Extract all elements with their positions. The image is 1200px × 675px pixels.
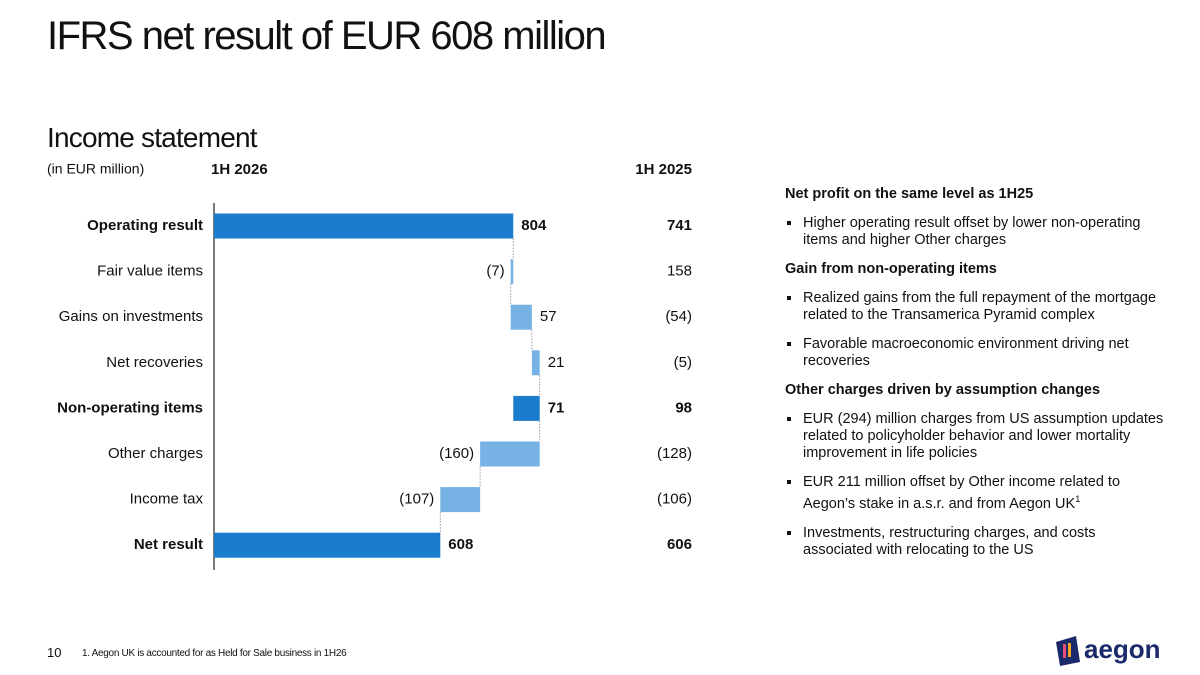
commentary: Net profit on the same level as 1H25 Hig… [785, 186, 1165, 571]
unit-label: (in EUR million) [47, 161, 144, 177]
comparison-value: 606 [667, 536, 692, 553]
bullet-list: Realized gains from the full repayment o… [785, 290, 1165, 370]
value-label: 71 [548, 399, 565, 416]
value-label: 21 [548, 354, 565, 371]
bar [531, 350, 540, 376]
bar [440, 487, 481, 513]
comparison-value: (106) [657, 491, 692, 508]
bar [510, 304, 532, 330]
bar [513, 395, 540, 421]
category-label: Fair value items [97, 263, 203, 280]
category-label: Gains on investments [59, 308, 203, 325]
bullet: Higher operating result offset by lower … [785, 215, 1165, 249]
value-label: 804 [521, 217, 547, 234]
bullet-list: EUR (294) million charges from US assump… [785, 411, 1165, 559]
value-label: (160) [439, 445, 474, 462]
comparison-value: (5) [674, 354, 692, 371]
chart-title: Income statement [47, 122, 258, 153]
value-label: 608 [448, 536, 473, 553]
page-number: 10 [47, 645, 62, 660]
bar [214, 532, 441, 558]
bar [510, 259, 514, 285]
footnote-ref: 1 [1075, 494, 1081, 504]
value-label: 57 [540, 308, 557, 325]
bar [480, 441, 540, 467]
comparison-value: 741 [667, 217, 692, 234]
comparison-value: (54) [665, 308, 692, 325]
series-header: 1H 2026 [211, 161, 268, 178]
logo-icon [1063, 644, 1066, 658]
comparison-value: (128) [657, 445, 692, 462]
comparison-header: 1H 2025 [635, 161, 692, 178]
bullet-list: Higher operating result offset by lower … [785, 215, 1165, 249]
section-heading: Other charges driven by assumption chang… [785, 382, 1101, 398]
category-label: Non-operating items [57, 399, 203, 416]
logo: aegon [1056, 634, 1161, 666]
category-label: Net result [134, 536, 203, 553]
chart: (in EUR million) 1H 2026 1H 2025 Operating … [47, 161, 692, 570]
section-heading: Gain from non-operating items [785, 261, 997, 277]
bullet: Investments, restructuring charges, and … [785, 525, 1165, 559]
bullet: EUR (294) million charges from US assump… [785, 411, 1165, 462]
slide-title: IFRS net result of EUR 608 million [47, 14, 607, 58]
bullet: Realized gains from the full repayment o… [785, 290, 1165, 324]
logo-icon [1068, 643, 1071, 657]
category-label: Net recoveries [106, 354, 203, 371]
comparison-value: 158 [667, 263, 692, 280]
comparison-value: 98 [675, 399, 692, 416]
logo-text: aegon [1084, 634, 1161, 664]
category-label: Operating result [87, 217, 203, 234]
section-heading: Net profit on the same level as 1H25 [785, 186, 1034, 202]
value-label: (107) [399, 491, 434, 508]
category-label: Other charges [108, 445, 203, 462]
bar [214, 213, 514, 239]
category-label: Income tax [130, 491, 204, 508]
footnote: 1. Aegon UK is accounted for as Held for… [82, 648, 347, 659]
bullet: Favorable macroeconomic environment driv… [785, 336, 1165, 370]
bullet: EUR 211 million offset by Other income r… [785, 474, 1165, 513]
bullet-text: EUR 211 million offset by Other income r… [803, 474, 1121, 512]
value-label: (7) [486, 263, 504, 280]
